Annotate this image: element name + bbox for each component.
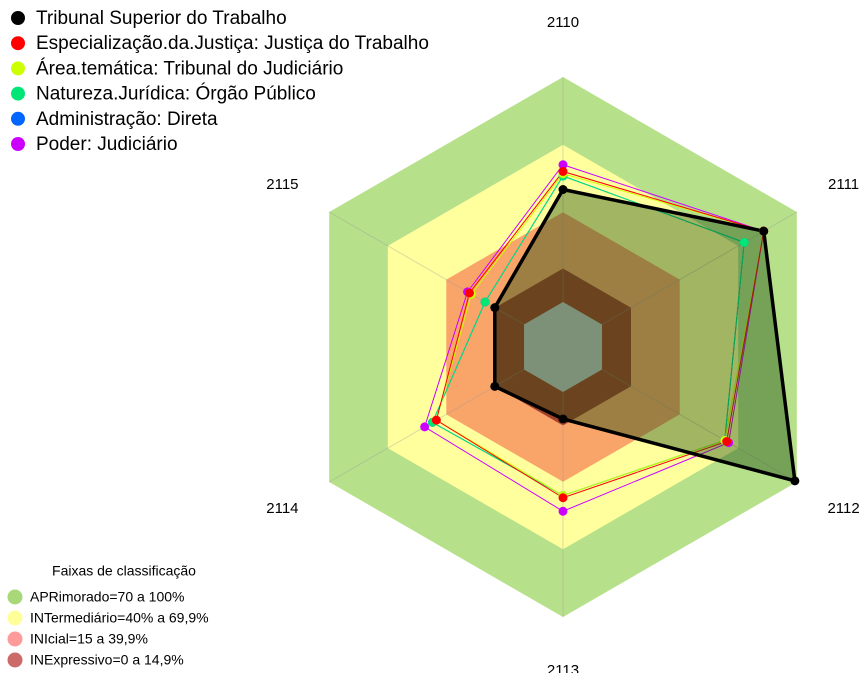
axis-label: 2113 <box>547 662 579 673</box>
spoke <box>601 369 798 483</box>
point <box>558 185 568 194</box>
legend-label: Área.temática: Tribunal do Judiciário <box>36 58 343 79</box>
axis-label: 2111 <box>828 176 859 193</box>
point <box>558 506 568 516</box>
point <box>759 226 769 236</box>
legend-label: Administração: Direta <box>36 109 218 130</box>
band-legend-label: INIcial=15 a 39,9% <box>30 631 148 647</box>
point <box>490 381 500 391</box>
point <box>558 160 568 170</box>
legend-marker <box>11 86 25 101</box>
band-legend-label: INTermediário=40% a 69,9% <box>30 610 209 626</box>
legend-marker <box>11 111 25 126</box>
axis-label: 2110 <box>547 14 579 31</box>
axis-label: 2114 <box>266 500 298 517</box>
point <box>558 414 568 424</box>
band-legend-marker <box>7 631 23 647</box>
point <box>464 288 474 298</box>
legend-label: Tribunal Superior do Trabalho <box>36 8 287 29</box>
legend-label: Natureza.Jurídica: Órgão Público <box>36 83 316 105</box>
axis-label: 2112 <box>827 500 859 517</box>
legend-marker <box>11 36 25 51</box>
point <box>420 422 430 432</box>
point <box>558 167 568 176</box>
point <box>722 437 732 446</box>
center-hole <box>524 302 602 392</box>
band-legend-marker <box>7 652 23 668</box>
point <box>790 476 800 486</box>
legend-label: Poder: Judiciário <box>36 134 178 155</box>
legend-label: Especialização.da.Justiça: Justiça do Tr… <box>36 33 429 54</box>
legend-marker <box>11 11 25 25</box>
legend-marker <box>11 61 25 76</box>
point <box>558 493 568 503</box>
legend-marker <box>11 137 25 151</box>
axis-label: 2115 <box>266 176 298 193</box>
band-legend-label: INExpressivo=0 a 14,9% <box>30 652 184 668</box>
point <box>739 237 749 247</box>
point <box>490 303 500 313</box>
bands-title: Faixas de classificação <box>52 563 196 579</box>
band-legend-marker <box>7 589 23 605</box>
band-legend-label: APRimorado=70 a 100% <box>30 589 185 605</box>
point <box>480 297 490 307</box>
band-legend-marker <box>7 610 23 626</box>
point <box>431 415 441 425</box>
